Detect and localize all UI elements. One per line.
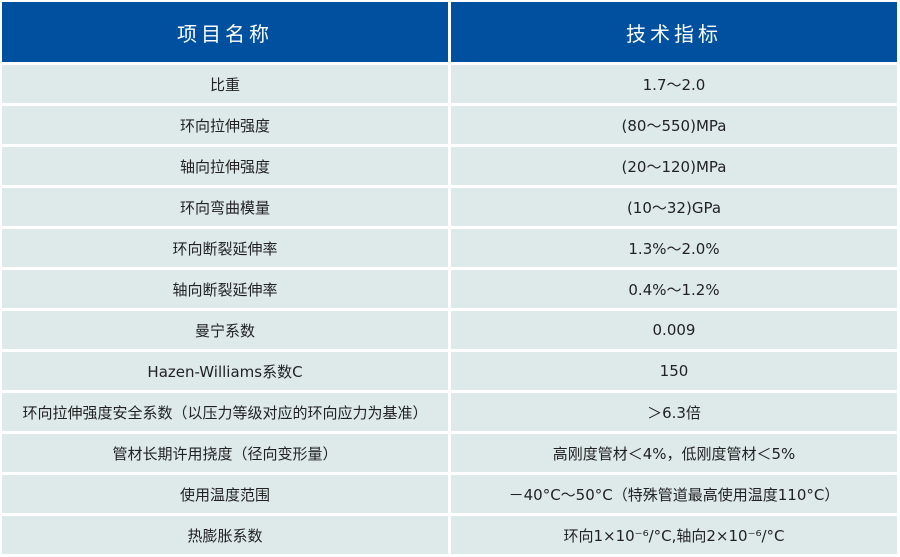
item-name: 环向拉伸强度 [2,106,448,144]
table-row: 环向拉伸强度安全系数（以压力等级对应的环向应力为基准） ＞6.3倍 [2,393,897,431]
item-name: 环向断裂延伸率 [2,229,448,267]
item-name: 曼宁系数 [2,311,448,349]
item-value: (10～32)GPa [451,188,897,226]
item-value: 高刚度管材＜4%，低刚度管材＜5% [451,434,897,472]
item-value: (80～550)MPa [451,106,897,144]
header-item-name: 项目名称 [2,2,448,62]
item-name: 轴向拉伸强度 [2,147,448,185]
item-name: 比重 [2,65,448,103]
item-value: ＞6.3倍 [451,393,897,431]
item-value: 1.7～2.0 [451,65,897,103]
item-value: 0.4%～1.2% [451,270,897,308]
table-row: 曼宁系数 0.009 [2,311,897,349]
item-name: 热膨胀系数 [2,516,448,554]
table-row: 环向拉伸强度 (80～550)MPa [2,106,897,144]
table-row: 轴向断裂延伸率 0.4%～1.2% [2,270,897,308]
table-row: 管材长期许用挠度（径向变形量） 高刚度管材＜4%，低刚度管材＜5% [2,434,897,472]
item-name: 环向拉伸强度安全系数（以压力等级对应的环向应力为基准） [2,393,448,431]
item-name: 管材长期许用挠度（径向变形量） [2,434,448,472]
item-value: －40°C～50°C（特殊管道最高使用温度110°C） [451,475,897,513]
table-row: 轴向拉伸强度 (20～120)MPa [2,147,897,185]
table-row: 比重 1.7～2.0 [2,65,897,103]
item-value: 150 [451,352,897,390]
table-row: 使用温度范围 －40°C～50°C（特殊管道最高使用温度110°C） [2,475,897,513]
item-name: 轴向断裂延伸率 [2,270,448,308]
item-value: 1.3%～2.0% [451,229,897,267]
item-value: 环向1×10⁻⁶/°C,轴向2×10⁻⁶/°C [451,516,897,554]
table-row: Hazen-Williams系数C 150 [2,352,897,390]
header-spec: 技术指标 [451,2,897,62]
item-name: 使用温度范围 [2,475,448,513]
table-row: 环向弯曲模量 (10～32)GPa [2,188,897,226]
table-row: 热膨胀系数 环向1×10⁻⁶/°C,轴向2×10⁻⁶/°C [2,516,897,554]
item-value: 0.009 [451,311,897,349]
item-value: (20～120)MPa [451,147,897,185]
item-name: 环向弯曲模量 [2,188,448,226]
item-name: Hazen-Williams系数C [2,352,448,390]
table-row: 环向断裂延伸率 1.3%～2.0% [2,229,897,267]
table-header: 项目名称 技术指标 [2,2,897,62]
